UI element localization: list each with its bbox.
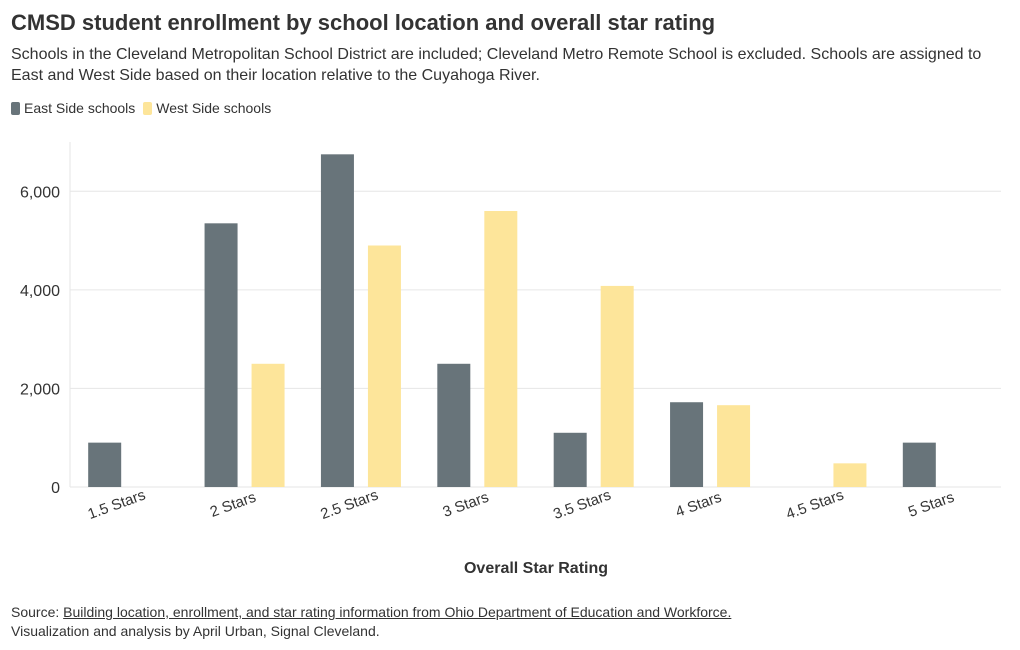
x-tick-label: 4.5 Stars <box>784 487 846 524</box>
x-tick-label: 2 Stars <box>208 489 258 521</box>
x-axis-label: Overall Star Rating <box>464 560 608 577</box>
legend-label-east: East Side schools <box>24 100 136 116</box>
x-tick-label: 3 Stars <box>441 489 491 521</box>
x-tick-label: 2.5 Stars <box>318 487 380 524</box>
bar-chart: 0 2,000 4,000 6,000 1.5 Stars 2 Stars 2.5 Star… <box>20 142 1001 577</box>
credit-line: Visualization and analysis by April Urba… <box>11 623 380 639</box>
bar-west <box>367 245 401 487</box>
bar-east <box>553 432 587 487</box>
x-tick-label: 4 Stars <box>673 489 723 521</box>
bar-east <box>437 363 471 487</box>
bar-east <box>902 442 936 487</box>
x-tick-label: 1.5 Stars <box>86 487 148 524</box>
legend-label-west: West Side schools <box>156 100 272 116</box>
legend-swatch-west <box>143 101 153 115</box>
legend-swatch-east <box>11 101 20 115</box>
bar-east <box>88 442 122 487</box>
y-tick-label: 0 <box>51 480 60 497</box>
y-tick-label: 6,000 <box>20 184 60 201</box>
source-prefix: Source: <box>11 604 64 620</box>
footer: Source: Building location, enrollment, a… <box>11 603 731 641</box>
x-tick-label: 5 Stars <box>906 489 956 521</box>
chart-subtitle: Schools in the Cleveland Metropolitan Sc… <box>11 46 982 84</box>
source-line: Source: Building location, enrollment, a… <box>11 603 731 622</box>
bar-west <box>600 285 634 487</box>
legend-item-east[interactable]: East Side schools <box>11 100 135 116</box>
legend: East Side schools West Side schools <box>11 100 279 116</box>
bar-west <box>484 211 518 487</box>
x-tick-label: 3.5 Stars <box>551 487 613 524</box>
bar-east <box>670 402 704 487</box>
source-link[interactable]: Building location, enrollment, and star … <box>63 604 732 620</box>
bar-east <box>204 223 238 488</box>
legend-item-west[interactable]: West Side schools <box>143 100 271 116</box>
chart-title: CMSD student enrollment by school locati… <box>11 10 716 35</box>
bar-west <box>251 363 285 487</box>
y-tick-label: 2,000 <box>20 381 60 398</box>
bar-west <box>717 405 751 487</box>
bar-east <box>320 154 354 488</box>
y-tick-label: 4,000 <box>20 283 60 300</box>
bar-west <box>833 463 867 487</box>
